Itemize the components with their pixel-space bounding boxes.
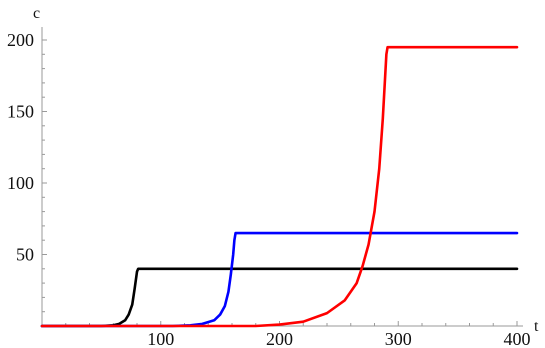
x-tick-label: 200 [266,329,293,348]
y-tick-label: 200 [7,30,34,50]
x-tick-label: 100 [147,329,174,348]
series [40,45,519,328]
y-tick-label: 50 [16,245,34,265]
y-tick-label: 150 [7,102,34,122]
series-line-red [40,45,519,328]
x-tick-label: 300 [385,329,412,348]
ticks: 100 200 300 400 50 100 150 200 [7,30,531,348]
series-line-blue [40,231,519,328]
y-tick-label: 100 [7,173,34,193]
x-axis-label: t [534,318,539,335]
x-tick-label: 400 [504,329,531,348]
series-line-black [40,267,519,328]
axes [41,27,523,327]
y-axis-label: c [33,5,40,22]
